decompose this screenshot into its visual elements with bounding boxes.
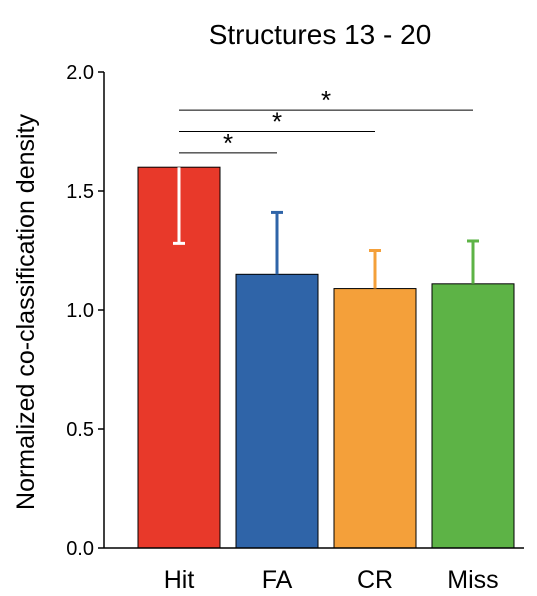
y-tick-label: 2.0 <box>66 62 94 84</box>
significance-star: * <box>321 85 331 115</box>
y-tick-label: 0.5 <box>66 419 94 441</box>
bar-cr <box>333 288 417 549</box>
y-tick-label: 0.0 <box>66 538 94 560</box>
bar-fa <box>235 273 319 549</box>
y-tick-label: 1.5 <box>66 181 94 203</box>
x-tick-label: FA <box>262 566 293 594</box>
x-tick-label: CR <box>357 566 393 594</box>
plot-area: 0.0 0.5 1.0 1.5 2.0 Hit FA CR Miss * * * <box>66 62 524 594</box>
y-axis-label: Normalized co-classification density <box>12 114 40 510</box>
y-tick-label: 1.0 <box>66 300 94 322</box>
x-tick-label: Hit <box>164 566 195 594</box>
chart-title: Structures 13 - 20 <box>209 19 432 50</box>
bar-miss <box>431 283 515 549</box>
significance-star: * <box>272 107 282 137</box>
significance-star: * <box>223 128 233 158</box>
x-tick-label: Miss <box>447 566 498 594</box>
